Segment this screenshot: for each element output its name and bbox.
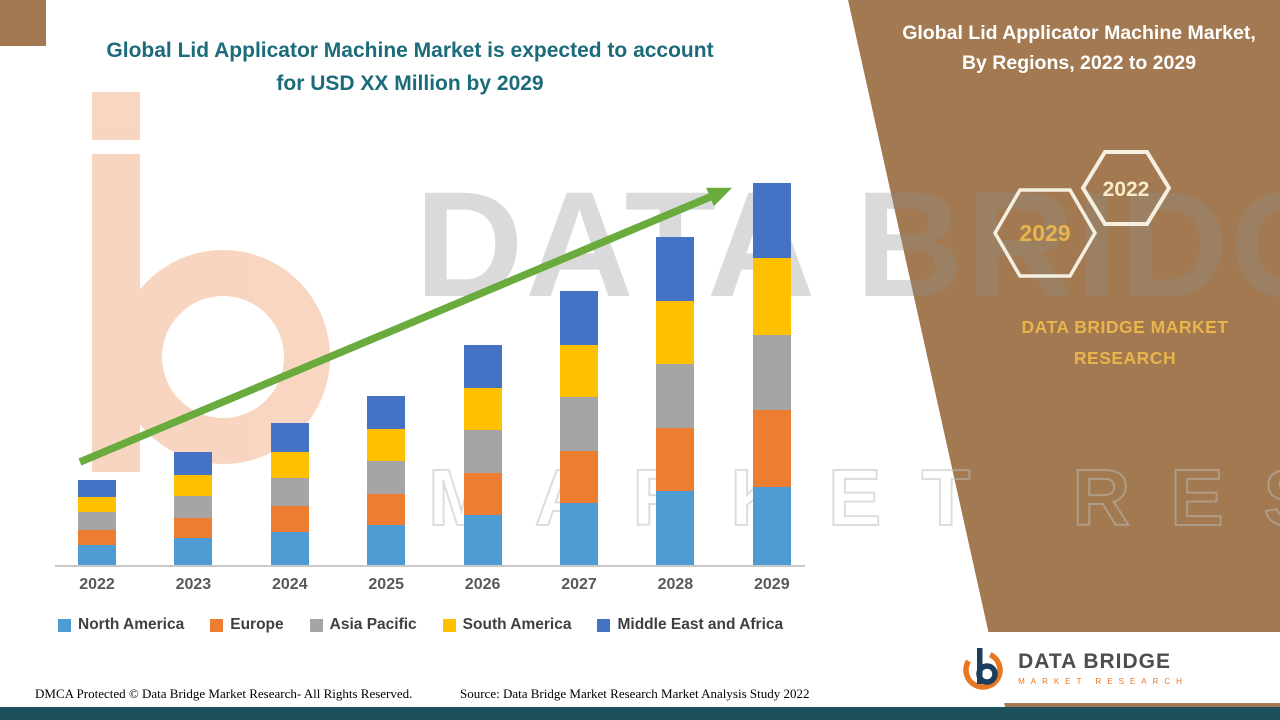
bar-segment-south-america	[174, 475, 213, 496]
dmca-notice: DMCA Protected © Data Bridge Market Rese…	[35, 686, 413, 701]
bar-segment-north-america	[367, 525, 406, 565]
legend-label-south-america: South America	[462, 616, 572, 633]
bar-segment-north-america	[463, 515, 502, 565]
legend-swatch-south-america	[442, 618, 456, 632]
legend-label-europe: Europe	[230, 616, 284, 633]
bar-segment-asia-pacific	[463, 430, 502, 473]
bar-2023	[174, 452, 213, 565]
stacked-bar-chart: 2022 2023 2024 2025 2026 2027 2028 2029	[78, 183, 791, 593]
chart-title-line1: Global Lid Applicator Machine Market is …	[106, 39, 714, 62]
data-bridge-logo-icon	[963, 647, 1003, 690]
bar-segment-north-america	[752, 487, 791, 565]
legend-item-europe: Europe	[210, 616, 284, 634]
trend-arrow	[78, 187, 733, 466]
bar-segment-asia-pacific	[174, 496, 213, 518]
legend-swatch-europe	[210, 618, 224, 632]
legend-item-asia-pacific: Asia Pacific	[309, 616, 417, 634]
logo-name: DATA BRIDGE	[1018, 649, 1171, 673]
x-axis-label-2022: 2022	[79, 576, 115, 593]
bar-segment-north-america	[78, 545, 116, 565]
bar-segment-asia-pacific	[752, 335, 791, 410]
bar-segment-europe	[560, 451, 598, 503]
corner-accent-square	[0, 0, 46, 46]
hexagon-2029	[992, 188, 1098, 278]
x-axis-label-2025: 2025	[368, 576, 404, 593]
bar-segment-asia-pacific	[560, 397, 598, 451]
chart-title: Global Lid Applicator Machine Market is …	[60, 34, 760, 100]
x-axis-label-2026: 2026	[464, 576, 501, 593]
watermark-databridge-text: DATA BRIDGE	[415, 160, 1280, 328]
bar-segment-south-america	[78, 497, 116, 512]
legend-swatch-north-america	[58, 618, 71, 632]
bar-segment-south-america	[463, 388, 502, 430]
data-bridge-brand-text: DATA BRIDGE MARKET RESEARCH	[1021, 317, 1229, 368]
x-axis-label-2024: 2024	[272, 576, 308, 593]
legend-label-middle-east-and-africa: Middle East and Africa	[617, 616, 784, 633]
bar-2022	[78, 480, 116, 565]
badge-2029-label: 2029	[1019, 220, 1070, 246]
bar-segment-asia-pacific	[656, 364, 695, 428]
watermark-b-dot	[92, 92, 140, 140]
source-note: Source: Data Bridge Market Research Mark…	[460, 686, 810, 701]
bar-segment-south-america	[656, 301, 695, 364]
bar-segment-europe	[270, 506, 309, 532]
bar-segment-asia-pacific	[78, 512, 116, 530]
data-bridge-logo-text: DATA BRIDGE MARKET RESEARCH	[1018, 650, 1188, 686]
bar-2024	[270, 423, 309, 565]
bar-segment-middle-east-and-africa	[560, 291, 598, 345]
x-axis-label-2028: 2028	[657, 576, 694, 593]
bar-segment-south-america	[560, 345, 598, 397]
bottom-accent-bar	[0, 707, 1280, 720]
logo-subtitle: MARKET RESEARCH	[1018, 676, 1188, 686]
bar-segment-europe	[463, 473, 502, 515]
bar-segment-europe	[752, 410, 791, 487]
bar-2025	[367, 396, 406, 565]
badge-2022-label: 2022	[1103, 178, 1150, 201]
bar-segment-europe	[656, 428, 695, 491]
chart-legend: North America Europe Asia Pacific South Ame…	[58, 616, 848, 634]
bar-2026	[463, 345, 502, 565]
legend-label-asia-pacific: Asia Pacific	[329, 616, 417, 633]
right-panel-title: Global Lid Applicator Machine Market, By…	[902, 22, 1256, 74]
legend-swatch-middle-east-and-africa	[597, 618, 611, 632]
bar-segment-middle-east-and-africa	[174, 452, 213, 475]
year-badges: 2022 2029	[992, 150, 1172, 278]
bar-segment-europe	[367, 494, 406, 525]
legend-label-north-america: North America	[78, 616, 185, 633]
x-axis-label-2023: 2023	[175, 576, 212, 593]
bar-2027	[560, 291, 598, 565]
bar-segment-north-america	[560, 503, 598, 565]
bar-segment-europe	[78, 530, 116, 545]
legend-item-north-america: North America	[58, 616, 184, 634]
bar-segment-middle-east-and-africa	[752, 183, 791, 258]
bar-segment-asia-pacific	[270, 478, 309, 506]
x-axis-line	[55, 565, 805, 567]
chart-title-line2: for USD XX Million by 2029	[276, 72, 544, 95]
bar-segment-europe	[174, 518, 213, 538]
bar-segment-north-america	[656, 491, 695, 565]
bar-segment-asia-pacific	[367, 461, 406, 494]
bar-segment-middle-east-and-africa	[656, 237, 695, 301]
legend-item-middle-east-and-africa: Middle East and Africa	[597, 616, 783, 634]
hexagon-2022	[1080, 150, 1172, 226]
legend-swatch-asia-pacific	[309, 618, 323, 632]
bar-segment-south-america	[270, 452, 309, 478]
x-axis-label-2027: 2027	[561, 576, 597, 593]
bar-segment-south-america	[367, 429, 406, 461]
data-bridge-logo-card: DATA BRIDGE MARKET RESEARCH	[868, 632, 1280, 703]
bar-segment-middle-east-and-africa	[367, 396, 406, 429]
bar-segment-north-america	[270, 532, 309, 565]
bar-2029	[752, 183, 791, 565]
legend-item-south-america: South America	[442, 616, 572, 634]
bar-segment-middle-east-and-africa	[78, 480, 116, 497]
bar-segment-middle-east-and-africa	[463, 345, 502, 388]
bar-segment-north-america	[174, 538, 213, 565]
x-axis-label-2029: 2029	[754, 576, 790, 593]
bar-segment-middle-east-and-africa	[270, 423, 309, 452]
bar-segment-south-america	[752, 258, 791, 335]
bar-2028	[656, 237, 695, 565]
